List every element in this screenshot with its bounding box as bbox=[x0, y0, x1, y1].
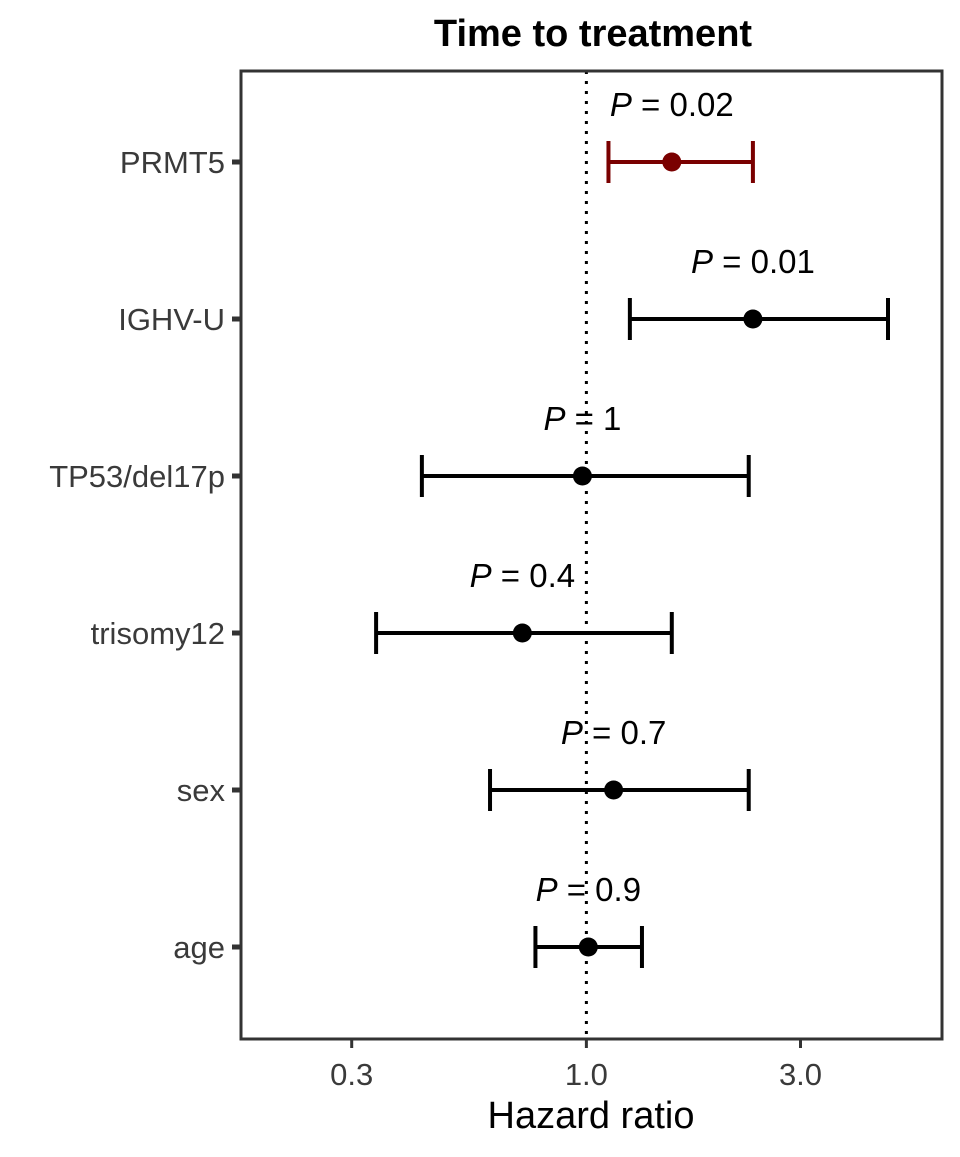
plot-panel-border bbox=[239, 69, 944, 1041]
p-value-label: P = 0.7 bbox=[561, 714, 667, 751]
point-estimate bbox=[512, 623, 532, 643]
x-axis-title: Hazard ratio bbox=[488, 1095, 695, 1137]
p-value-label: P = 1 bbox=[543, 400, 621, 437]
point-estimate bbox=[604, 780, 624, 800]
y-tick-label: TP53/del17p bbox=[49, 459, 225, 494]
p-value-label: P = 0.9 bbox=[536, 871, 642, 908]
x-tick-label: 0.3 bbox=[330, 1057, 373, 1092]
x-tick-label: 1.0 bbox=[565, 1057, 608, 1092]
y-tick-label: PRMT5 bbox=[120, 145, 225, 180]
point-estimate bbox=[743, 309, 763, 329]
p-value-label: P = 0.01 bbox=[691, 243, 815, 280]
x-tick-label: 3.0 bbox=[779, 1057, 822, 1092]
point-estimate bbox=[572, 466, 592, 486]
y-tick-label: age bbox=[173, 930, 225, 965]
y-tick-label: IGHV-U bbox=[118, 302, 225, 337]
y-tick-label: sex bbox=[177, 773, 226, 808]
p-value-label: P = 0.4 bbox=[470, 557, 576, 594]
chart-title: Time to treatment bbox=[434, 13, 752, 55]
point-estimate bbox=[662, 152, 682, 172]
point-estimate bbox=[578, 937, 598, 957]
y-tick-label: trisomy12 bbox=[91, 616, 225, 651]
p-value-label: P = 0.02 bbox=[610, 86, 734, 123]
